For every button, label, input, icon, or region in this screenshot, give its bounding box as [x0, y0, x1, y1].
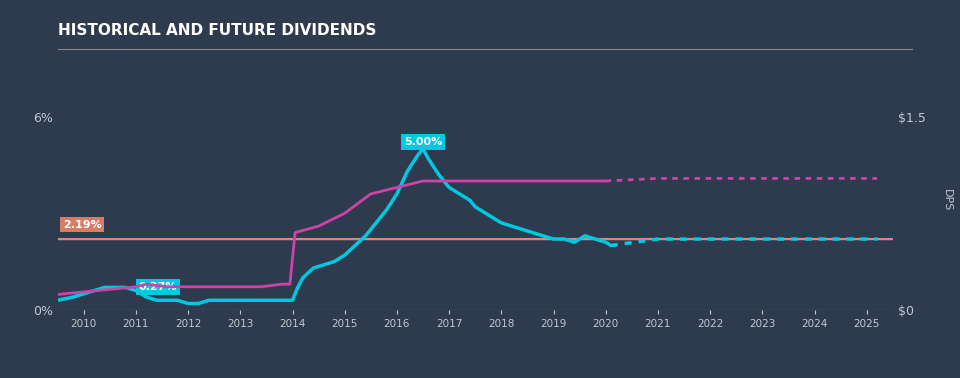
- Text: 5.00%: 5.00%: [404, 137, 443, 147]
- Text: 0.27%: 0.27%: [138, 282, 177, 292]
- Y-axis label: DPS: DPS: [942, 189, 952, 212]
- Text: 2.19%: 2.19%: [62, 220, 102, 230]
- Text: HISTORICAL AND FUTURE DIVIDENDS: HISTORICAL AND FUTURE DIVIDENDS: [58, 23, 376, 38]
